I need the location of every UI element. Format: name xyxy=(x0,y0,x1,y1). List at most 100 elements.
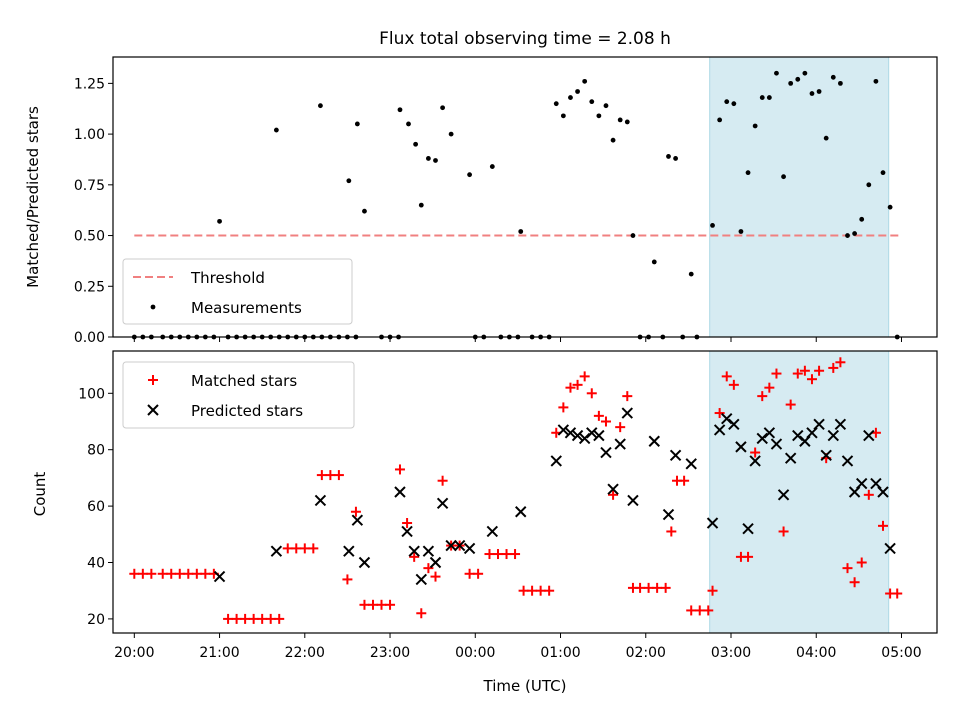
legend: Matched stars Predicted stars xyxy=(122,361,355,429)
matched-stars-point xyxy=(501,549,512,560)
matched-stars-point xyxy=(558,402,569,413)
predicted-stars-point xyxy=(770,438,783,450)
predicted-stars-point xyxy=(422,545,435,557)
measurement-point xyxy=(273,127,279,133)
measurement-point xyxy=(873,78,879,84)
predicted-stars-point xyxy=(627,494,639,507)
measurement-point xyxy=(610,137,616,143)
predicted-stars-point xyxy=(571,429,584,442)
measurement-point xyxy=(425,156,431,161)
x-tick-label: 20:00 xyxy=(114,645,154,661)
matched-stars-point xyxy=(342,574,353,585)
matched-stars-point xyxy=(183,568,194,579)
y-tick-label: 20 xyxy=(87,612,105,628)
predicted-stars-point xyxy=(784,452,797,464)
matched-stars-point xyxy=(157,568,168,579)
legend-label: Matched stars xyxy=(191,372,297,390)
measurement-point xyxy=(816,89,822,94)
measurement-point xyxy=(837,80,843,86)
matched-stars-point xyxy=(493,549,504,560)
matched-stars-point xyxy=(878,520,889,531)
matched-stars-point xyxy=(778,526,789,537)
matched-stars-point xyxy=(622,391,633,402)
matched-stars-point xyxy=(615,422,626,433)
predicted-stars-point xyxy=(685,458,697,470)
matched-stars-point xyxy=(166,568,177,579)
matched-stars-point xyxy=(308,543,319,554)
matched-stars-point xyxy=(325,470,336,481)
matched-stars-point xyxy=(464,568,475,579)
measurement-point xyxy=(575,89,580,94)
matched-stars-point xyxy=(394,464,405,475)
matched-stars-point xyxy=(416,608,427,619)
matched-stars-point xyxy=(572,379,583,390)
measurement-point xyxy=(582,78,588,84)
measurement-point xyxy=(717,117,723,123)
predicted-stars-point xyxy=(662,508,675,521)
chart-title: Flux total observing time = 2.08 h xyxy=(379,29,671,49)
measurement-point xyxy=(731,101,737,107)
matched-stars-point xyxy=(409,551,420,562)
matched-stars-point xyxy=(200,568,211,579)
matched-stars-point xyxy=(856,557,867,568)
markers xyxy=(129,357,903,624)
predicted-stars-point xyxy=(607,483,619,495)
predicted-stars-point xyxy=(749,455,761,467)
measurement-point xyxy=(354,121,360,127)
measurement-point xyxy=(809,91,815,96)
predicted-stars-point xyxy=(401,525,413,538)
x-tick-label: 05:00 xyxy=(881,645,921,661)
predicted-stars-point xyxy=(813,418,825,431)
matched-stars-point xyxy=(792,368,803,379)
matched-stars-point xyxy=(635,582,646,593)
top-y-axis-label: Matched/Predicted stars xyxy=(24,106,42,288)
matched-stars-point xyxy=(764,382,775,393)
measurement-point xyxy=(413,141,419,147)
measurement-point xyxy=(830,74,836,80)
y-tick-label: 0.00 xyxy=(74,330,105,346)
predicted-stars-point xyxy=(270,545,283,557)
predicted-stars-point xyxy=(436,497,449,509)
measurement-point xyxy=(440,105,445,111)
predicted-stars-point xyxy=(621,407,633,419)
predicted-stars-point xyxy=(841,455,854,467)
measurement-point xyxy=(518,229,524,234)
matched-stars-point xyxy=(316,470,327,481)
predicted-stars-point xyxy=(429,556,442,569)
matched-stars-point xyxy=(707,585,718,596)
predicted-stars-point xyxy=(648,435,660,447)
matched-stars-point xyxy=(579,371,590,382)
measurement-point xyxy=(617,117,623,123)
matched-stars-point xyxy=(191,568,202,579)
predicted-stars-point xyxy=(763,427,776,439)
matched-stars-point xyxy=(437,475,448,486)
matched-stars-point xyxy=(565,382,576,393)
measurement-point xyxy=(346,178,352,184)
measurement-point xyxy=(745,170,751,176)
matched-stars-point xyxy=(643,582,654,593)
measurement-point xyxy=(397,107,403,113)
x-tick-label: 02:00 xyxy=(626,645,666,661)
matched-stars-point xyxy=(593,410,604,421)
measurement-point xyxy=(589,99,595,105)
measurement-point xyxy=(880,170,886,176)
matched-stars-point xyxy=(863,489,874,500)
matched-stars-point xyxy=(849,577,860,588)
matched-stars-point xyxy=(660,582,671,593)
predicted-stars-point xyxy=(713,424,726,436)
matched-stars-point xyxy=(892,588,903,599)
shaded-region xyxy=(709,56,890,338)
predicted-stars-point xyxy=(394,486,406,498)
matched-stars-point xyxy=(484,549,495,560)
axes-frame xyxy=(112,56,938,338)
measurement-point xyxy=(823,135,829,141)
predicted-stars-point xyxy=(351,514,364,526)
predicted-stars-point xyxy=(721,412,733,425)
shaded-region xyxy=(709,350,890,634)
matched-stars-point xyxy=(137,568,148,579)
measurement-point xyxy=(418,202,424,208)
measurement-point xyxy=(710,223,715,228)
matched-stars-point xyxy=(728,379,739,390)
predicted-stars-point xyxy=(515,506,527,518)
measurement-point xyxy=(630,233,636,238)
